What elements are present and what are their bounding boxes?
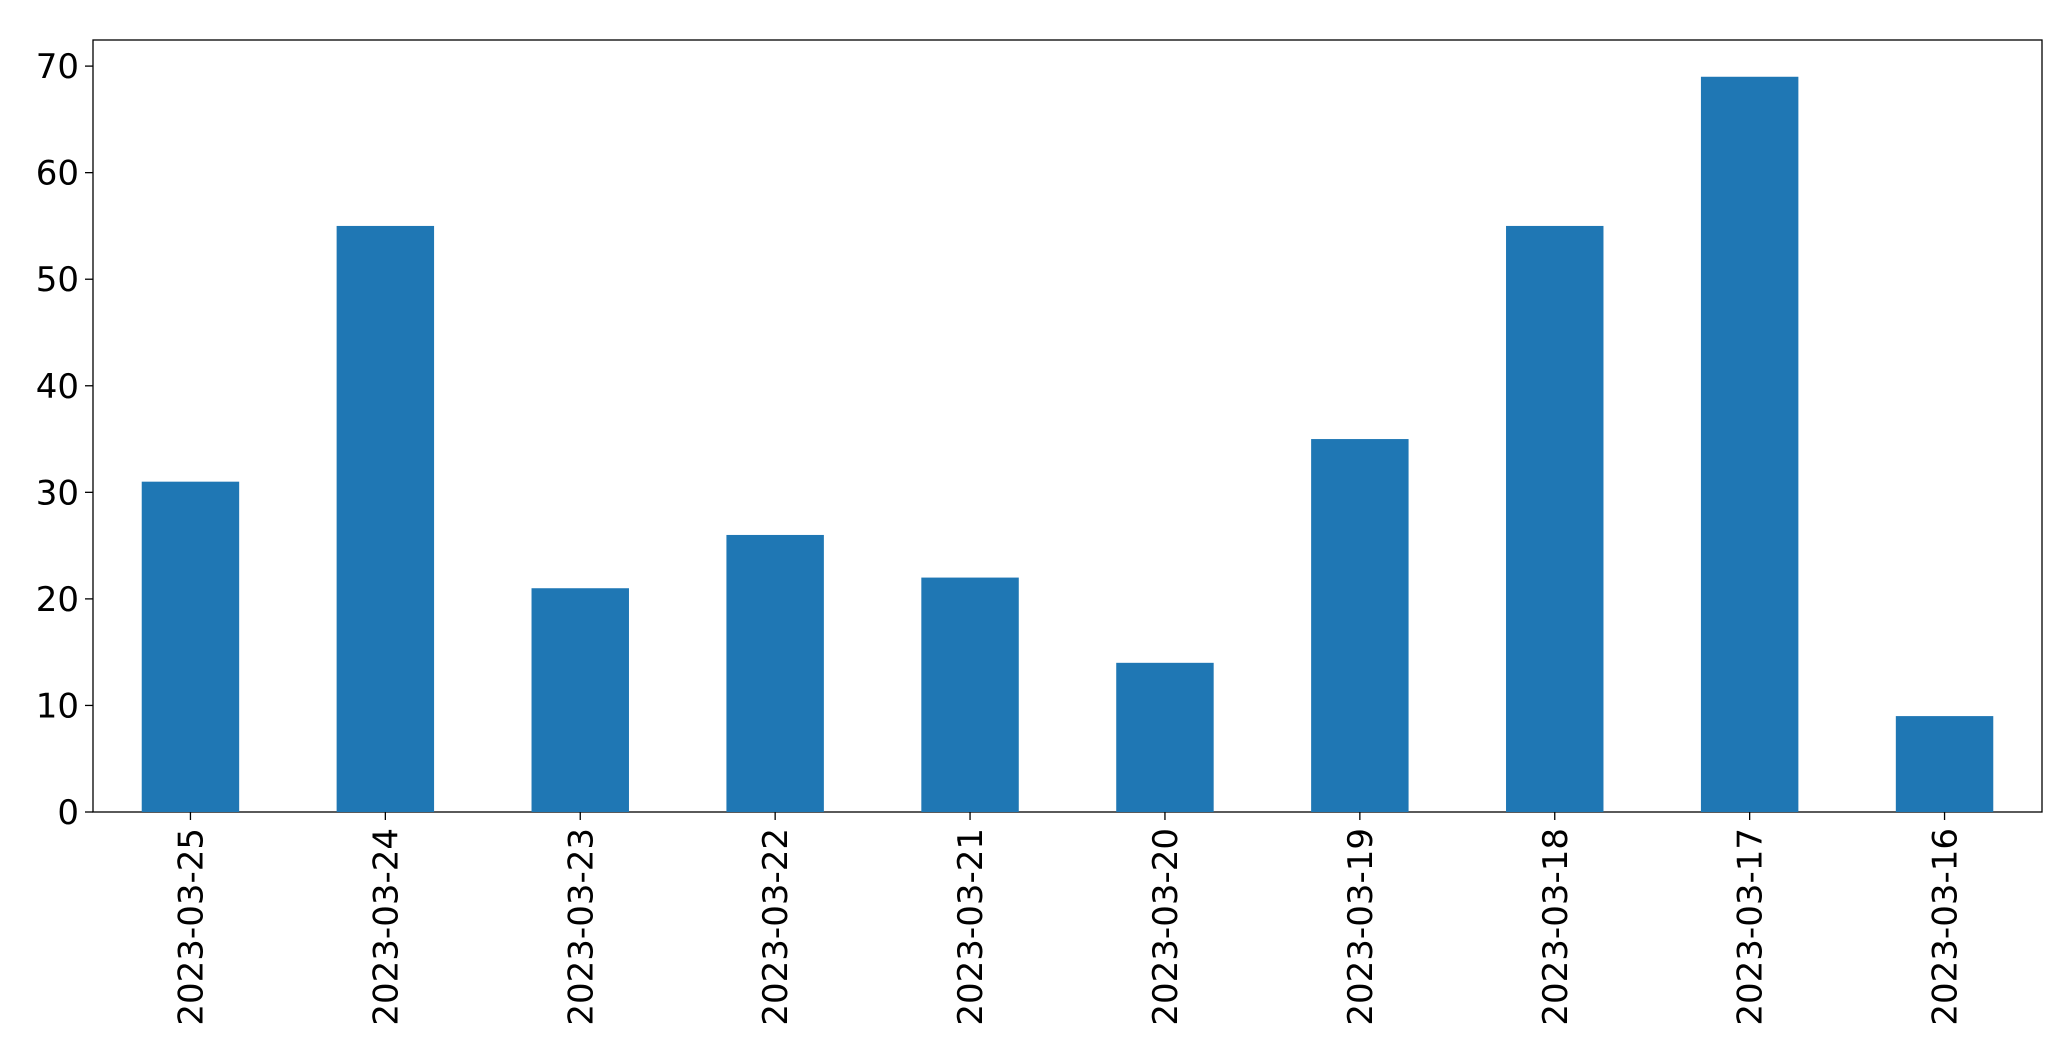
bar xyxy=(1700,76,1799,812)
y-tick-label: 0 xyxy=(57,793,79,833)
x-tick-label: 2023-03-20 xyxy=(1146,828,1186,1026)
bar xyxy=(1116,662,1214,812)
y-tick-label: 30 xyxy=(36,473,79,513)
y-tick-label: 20 xyxy=(36,580,79,620)
x-tick-label: 2023-03-23 xyxy=(561,828,601,1026)
bar xyxy=(141,481,240,812)
x-tick-label: 2023-03-25 xyxy=(171,828,211,1026)
y-tick-label: 60 xyxy=(36,154,79,194)
y-tick-label: 40 xyxy=(36,367,79,407)
x-tick-label: 2023-03-22 xyxy=(756,828,796,1026)
x-tick-label: 2023-03-21 xyxy=(951,828,991,1026)
bar xyxy=(1895,716,1994,812)
bar xyxy=(726,534,824,812)
bar xyxy=(921,577,1019,812)
bar xyxy=(336,225,435,812)
bar xyxy=(1311,439,1409,812)
y-tick-label: 10 xyxy=(36,686,79,726)
plot-frame xyxy=(92,39,2043,813)
y-tick-label: 70 xyxy=(36,47,79,87)
bar xyxy=(531,588,629,812)
x-tick-label: 2023-03-16 xyxy=(1926,828,1966,1026)
x-tick-label: 2023-03-18 xyxy=(1536,828,1576,1026)
y-tick-label: 50 xyxy=(36,260,79,300)
x-tick-label: 2023-03-24 xyxy=(366,828,406,1026)
x-tick-label: 2023-03-19 xyxy=(1341,828,1381,1026)
bar xyxy=(1506,225,1604,812)
x-tick-label: 2023-03-17 xyxy=(1731,828,1771,1026)
